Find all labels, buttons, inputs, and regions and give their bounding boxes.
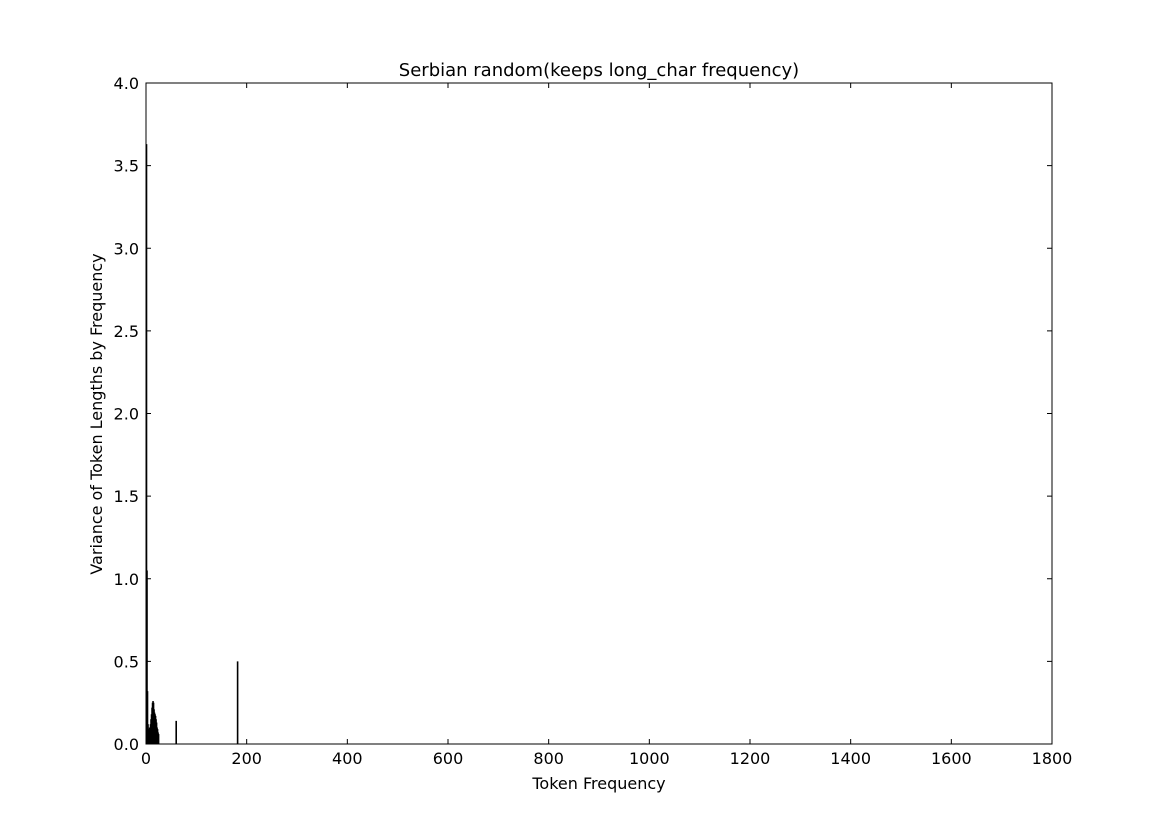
x-tick-label: 800 <box>533 749 564 768</box>
x-tick-label: 0 <box>141 749 151 768</box>
y-axis-label: Variance of Token Lengths by Frequency <box>87 253 106 574</box>
x-tick-label: 400 <box>332 749 363 768</box>
y-tick-label: 2.5 <box>114 322 139 341</box>
x-tick-label: 1400 <box>830 749 871 768</box>
x-tick-label: 1200 <box>730 749 771 768</box>
y-tick-label: 4.0 <box>114 74 139 93</box>
x-tick-label: 1600 <box>931 749 972 768</box>
y-tick-label: 1.5 <box>114 487 139 506</box>
bars-group <box>145 144 239 744</box>
ticks-group: 0 200 400 600 800 1000 1200 1400 1600 1800 0.0 0.5 1… <box>114 74 1073 768</box>
y-tick-label: 0.5 <box>114 652 139 671</box>
y-tick-label: 3.5 <box>114 157 139 176</box>
y-tick-label: 3.0 <box>114 239 139 258</box>
x-tick-label: 1000 <box>629 749 670 768</box>
y-tick-label: 2.0 <box>114 405 139 424</box>
plot-frame <box>145 82 1053 745</box>
x-tick-label: 200 <box>231 749 262 768</box>
y-tick-label: 0.0 <box>114 735 139 754</box>
x-axis-label: Token Frequency <box>531 774 665 793</box>
x-tick-label: 600 <box>433 749 464 768</box>
chart-title: Serbian random(keeps long_char frequency… <box>399 60 799 81</box>
y-tick-label: 1.0 <box>114 570 139 589</box>
x-tick-label: 1800 <box>1032 749 1073 768</box>
